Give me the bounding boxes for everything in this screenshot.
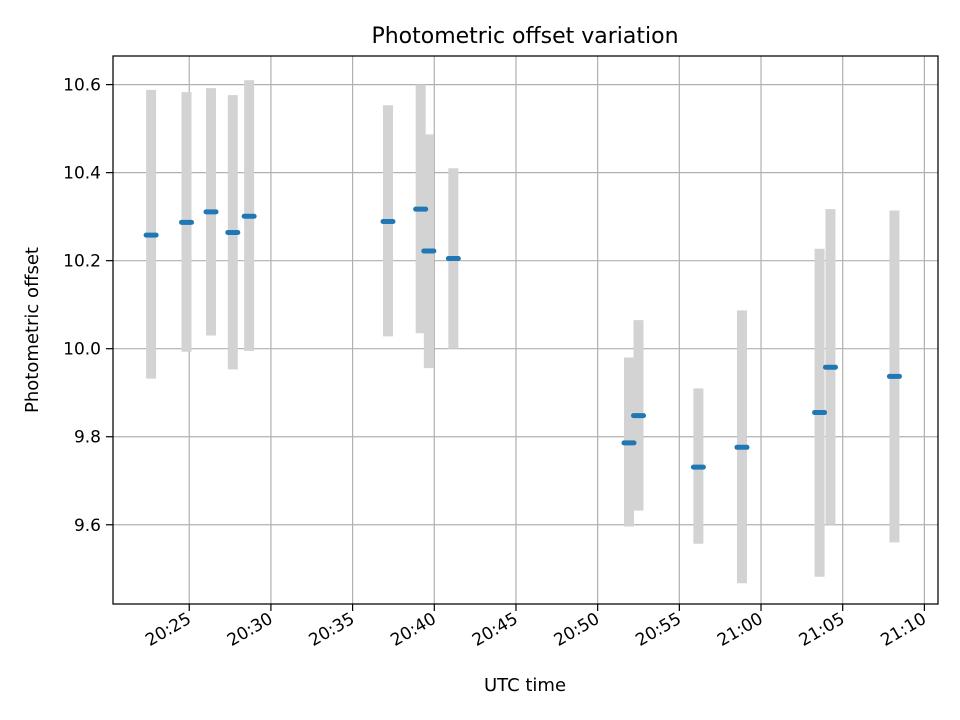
x-tick-label: 20:50 xyxy=(551,609,603,651)
chart-title: Photometric offset variation xyxy=(371,24,678,49)
x-tick-label: 20:25 xyxy=(142,609,194,651)
y-tick-label: 10.2 xyxy=(63,252,101,272)
x-tick-label: 21:00 xyxy=(714,609,766,651)
x-axis-label: UTC time xyxy=(484,675,566,696)
y-tick-label: 10.0 xyxy=(63,340,101,360)
y-tick-label: 10.6 xyxy=(63,76,101,96)
axis-ticks: 20:25 20:30 20:35 20:40 20:45 20:50 20:55 21:00… xyxy=(63,76,930,651)
x-tick-label: 20:35 xyxy=(306,609,358,651)
plot-frame xyxy=(112,55,939,605)
x-tick-label: 20:30 xyxy=(224,609,276,651)
x-tick-label: 20:45 xyxy=(469,609,521,651)
x-tick-label: 21:05 xyxy=(796,609,848,651)
y-tick-label: 9.6 xyxy=(74,516,101,536)
x-tick-label: 20:55 xyxy=(632,609,684,651)
x-tick-label: 20:40 xyxy=(387,609,439,651)
y-tick-label: 9.8 xyxy=(74,428,101,448)
grid xyxy=(113,56,938,604)
x-tick-label: 21:10 xyxy=(877,609,929,651)
y-axis-label: Photometric offset xyxy=(22,247,43,413)
y-tick-label: 10.4 xyxy=(63,164,101,184)
data-points xyxy=(143,206,902,470)
error-bars xyxy=(146,80,900,584)
